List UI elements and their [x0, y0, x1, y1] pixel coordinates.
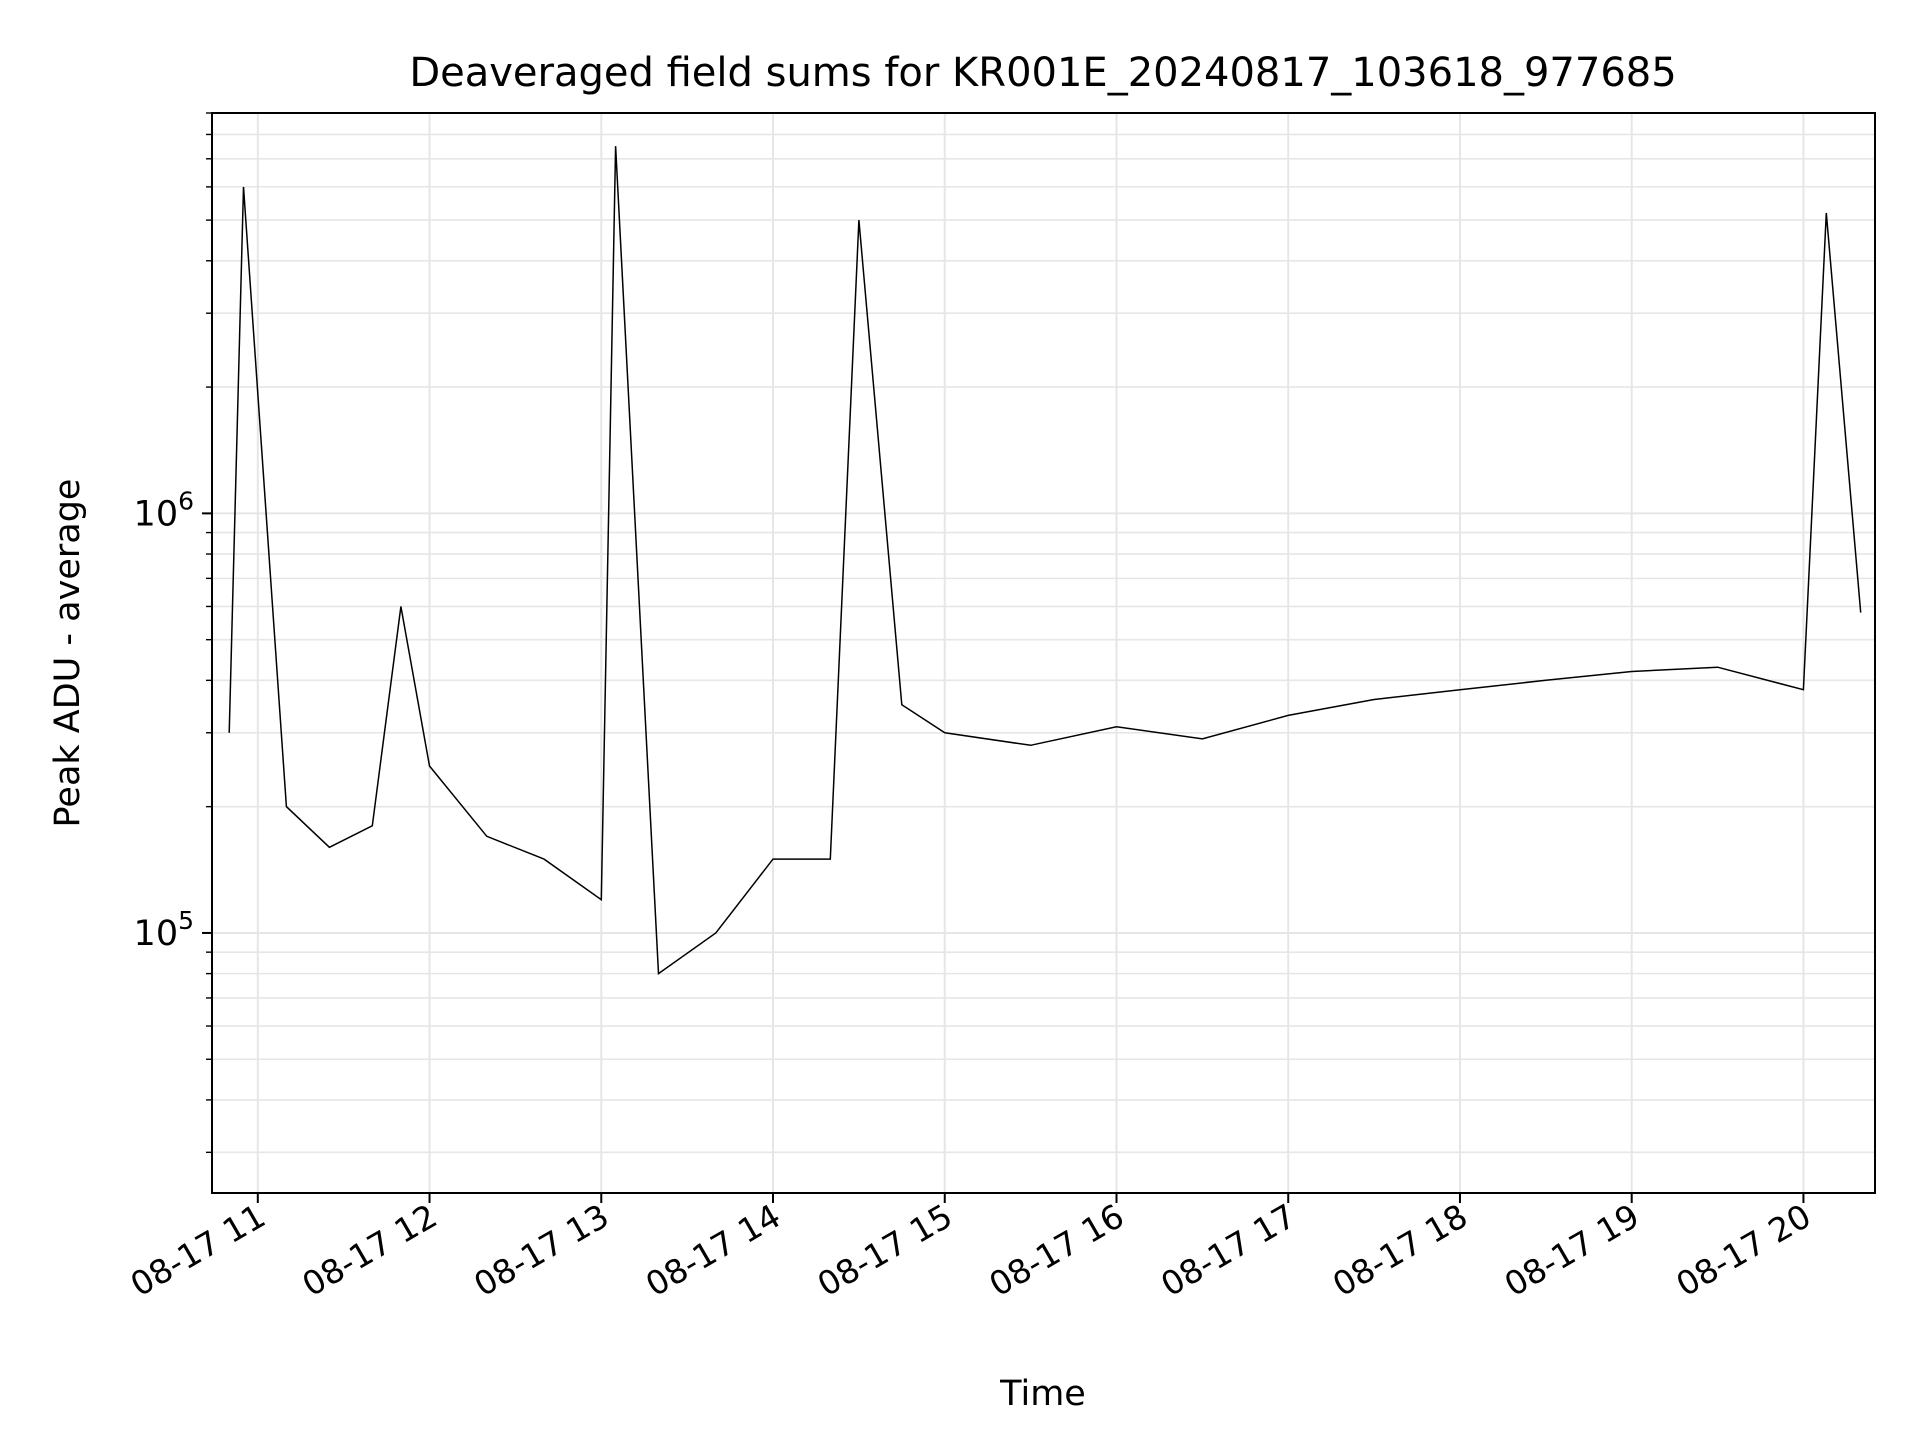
- x-tick-label: 08-17 18: [1326, 1196, 1474, 1304]
- y-axis-label: Peak ADU - average: [48, 479, 88, 828]
- x-tick-label: 08-17 20: [1669, 1196, 1817, 1304]
- plot-frame: [211, 112, 1876, 1194]
- chart-title: Deaveraged field sums for KR001E_2024081…: [409, 50, 1676, 96]
- x-tick-label: 08-17 14: [639, 1196, 787, 1304]
- x-axis-label: Time: [999, 1374, 1086, 1414]
- x-tick-label: 08-17 12: [296, 1196, 444, 1304]
- x-tick-label: 08-17 11: [124, 1196, 272, 1304]
- x-tick-label: 08-17 15: [811, 1196, 959, 1304]
- series-line: [228, 146, 1862, 975]
- grid-lines: [212, 112, 1875, 1193]
- y-tick-label: 106: [134, 486, 194, 534]
- y-tick-label: 105: [134, 906, 194, 954]
- x-tick-label: 08-17 17: [1154, 1196, 1302, 1304]
- x-tick-label: 08-17 16: [982, 1196, 1130, 1304]
- series-group: [228, 146, 1862, 975]
- x-tick-label: 08-17 19: [1498, 1196, 1646, 1304]
- y-tick-exponent: 6: [178, 486, 194, 515]
- y-tick-base: 10: [134, 914, 179, 954]
- x-axis-ticks: 08-17 11 08-17 12 08-17 13 08-17 14 08-17 15…: [124, 1193, 1817, 1304]
- y-tick-base: 10: [134, 494, 179, 534]
- y-tick-exponent: 5: [178, 906, 194, 935]
- x-tick-label: 08-17 13: [467, 1196, 615, 1304]
